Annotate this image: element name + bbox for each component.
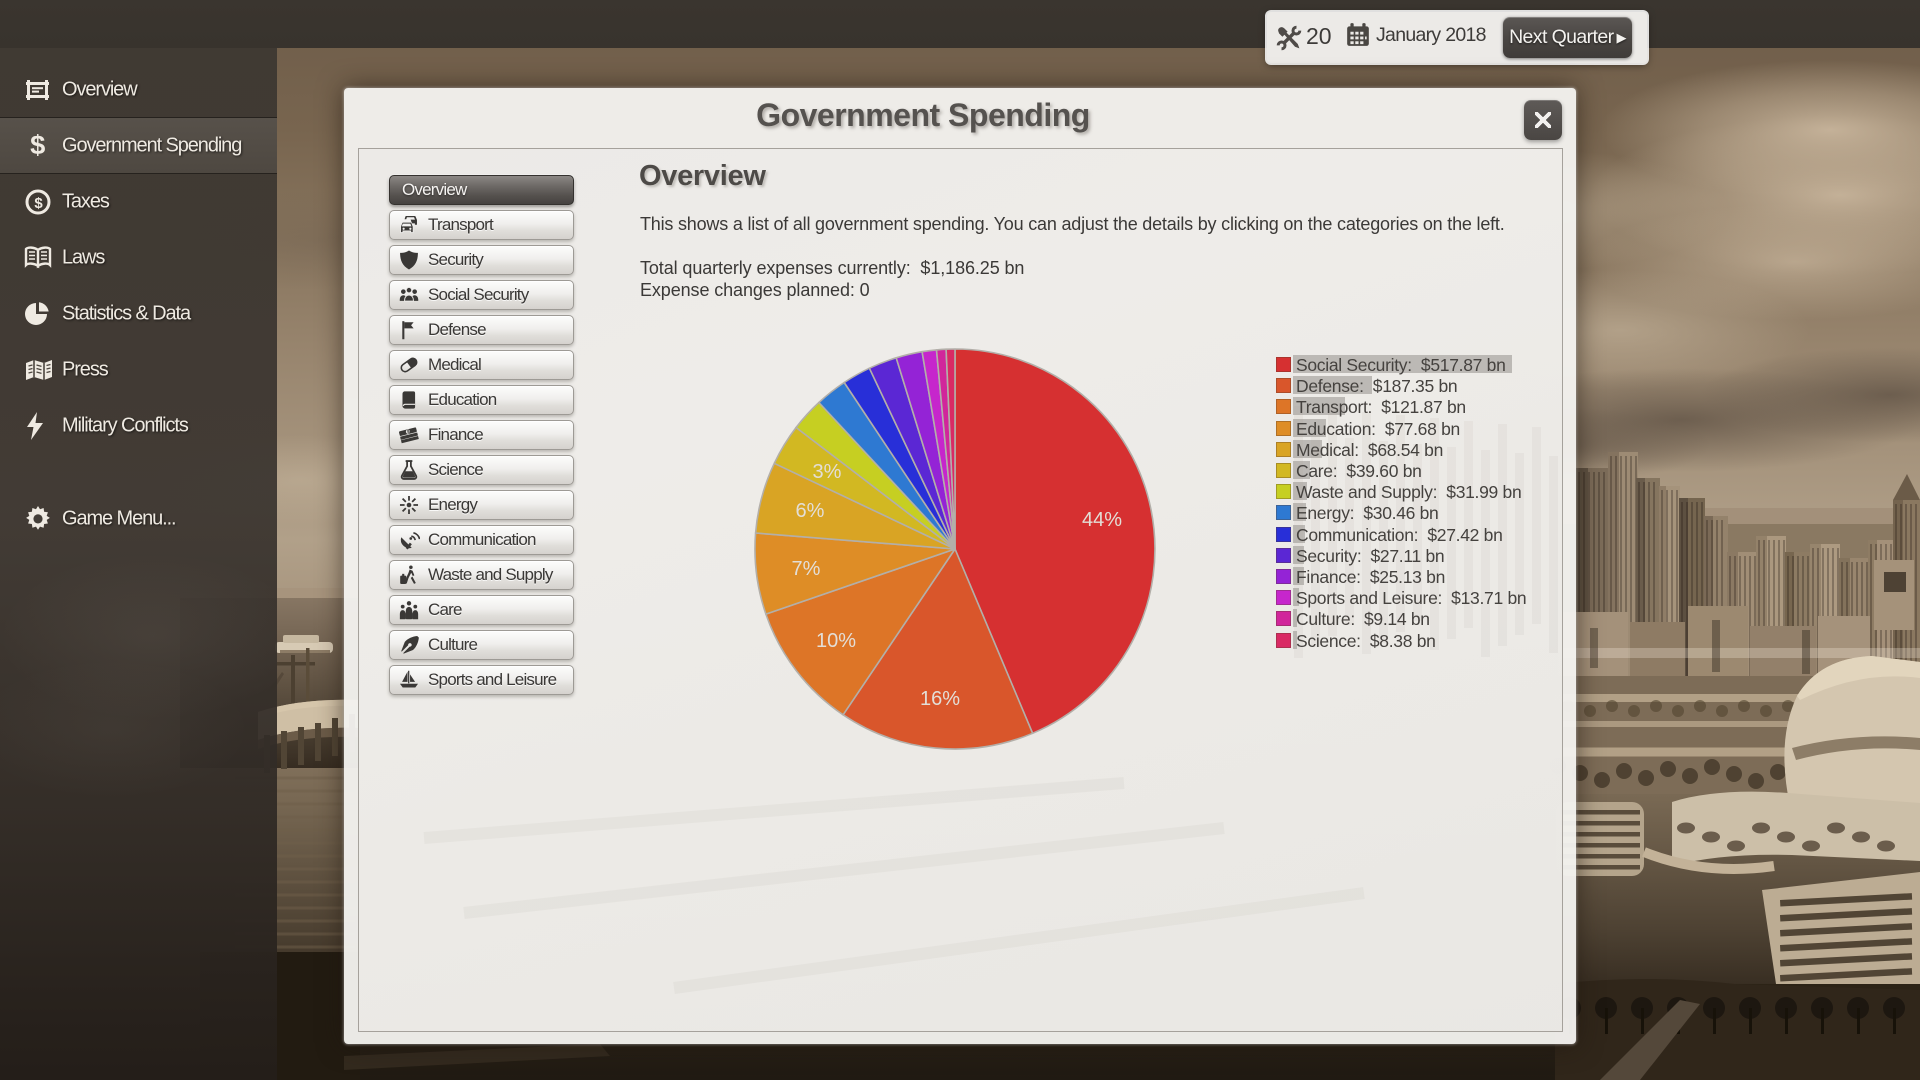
svg-text:$: $ [30,131,45,160]
svg-text:44%: 44% [1082,509,1122,531]
svg-text:16%: 16% [920,688,960,710]
svg-text:$: $ [406,428,410,434]
svg-text:10%: 10% [816,630,856,652]
svg-text:$: $ [34,195,43,212]
svg-text:3%: 3% [813,461,842,483]
svg-text:7%: 7% [792,558,821,580]
svg-text:6%: 6% [796,500,825,522]
